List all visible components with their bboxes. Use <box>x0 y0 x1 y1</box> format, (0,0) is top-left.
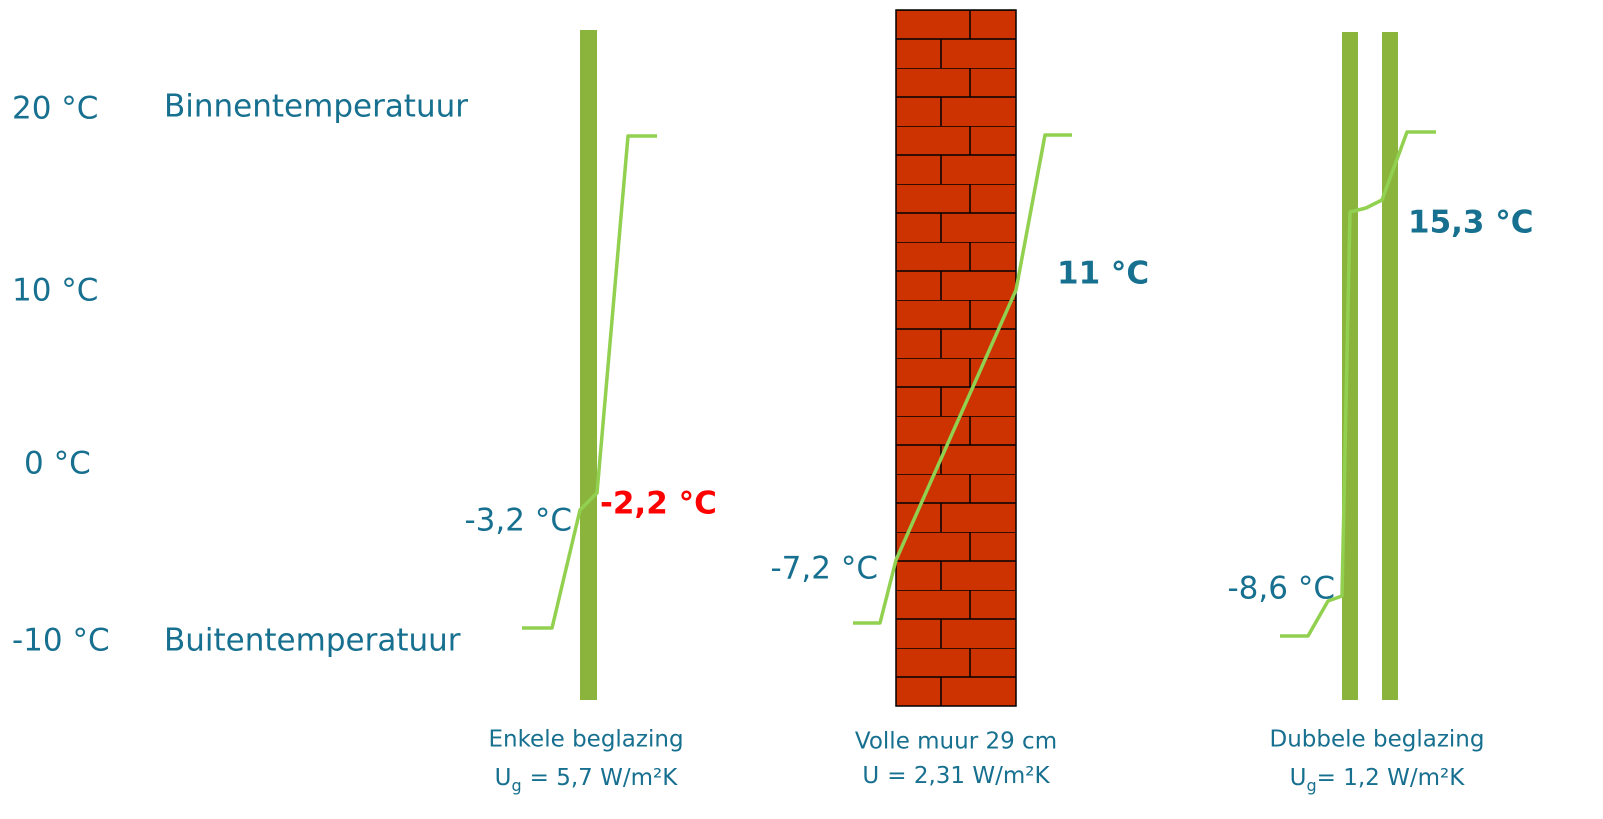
outside-label: Buitentemperatuur <box>164 623 461 659</box>
glass-pane <box>580 30 597 700</box>
outer-temp: -8,6 °C <box>1228 571 1336 607</box>
caption: Volle muur 29 cm <box>855 729 1057 755</box>
u-value: U = 2,31 W/m²K <box>862 763 1050 789</box>
inner-temp: 11 °C <box>1057 256 1149 292</box>
u-number: = 2,31 W/m²K <box>887 763 1050 789</box>
scale-label: 0 °C <box>24 446 91 482</box>
u-number: = 1,2 W/m²K <box>1317 765 1466 791</box>
inside-label: Binnentemperatuur <box>164 89 468 125</box>
outer-temp: -3,2 °C <box>465 503 573 539</box>
u-symbol: U <box>495 765 512 791</box>
caption: Dubbele beglazing <box>1270 727 1485 753</box>
temperature-curve <box>1280 130 1436 638</box>
brick-wall <box>895 9 1017 707</box>
u-symbol: U <box>1290 765 1307 791</box>
caption: Enkele beglazing <box>488 727 683 753</box>
glass-pane <box>1382 32 1398 700</box>
u-value: Ug= 1,2 W/m²K <box>1290 765 1466 795</box>
inner-temp: 15,3 °C <box>1408 205 1534 241</box>
scale-label: 20 °C <box>12 91 98 127</box>
u-number: = 5,7 W/m²K <box>530 765 679 791</box>
u-subscript: g <box>1307 776 1317 795</box>
temperature-curve <box>522 134 657 630</box>
glass-pane <box>1342 32 1358 700</box>
inner-temp: -2,2 °C <box>600 486 717 522</box>
scale-label: 10 °C <box>12 273 98 309</box>
u-value: Ug = 5,7 W/m²K <box>495 765 679 795</box>
u-symbol: U <box>862 763 879 789</box>
outer-temp: -7,2 °C <box>771 551 879 587</box>
scale-label: -10 °C <box>12 623 110 659</box>
temperature-curve <box>853 133 1072 625</box>
u-subscript: g <box>512 776 522 795</box>
